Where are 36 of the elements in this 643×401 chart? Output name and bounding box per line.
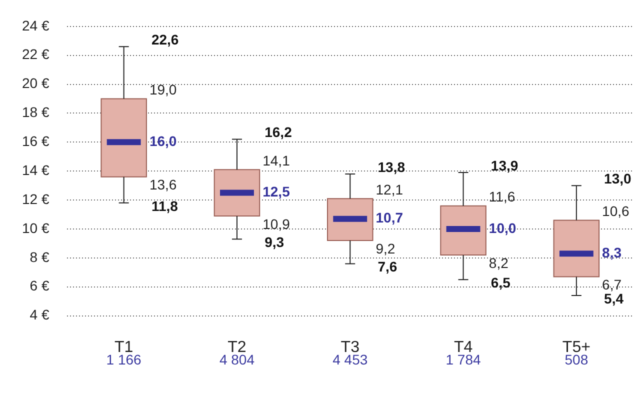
- annotation: 6,5: [490, 274, 511, 290]
- y-tick-label: 16 €: [22, 133, 50, 150]
- annotation: 13,6: [149, 176, 177, 193]
- annotation: 12,5: [262, 184, 290, 200]
- annotation: 19,0: [149, 82, 177, 98]
- annotation: 8,2: [488, 254, 509, 271]
- annotation: 10,0: [488, 220, 516, 236]
- annotation: 13,8: [378, 158, 406, 175]
- annotation: 14,1: [262, 152, 290, 169]
- annotation: 9,2: [376, 240, 396, 256]
- y-tick-label: 14 €: [22, 162, 50, 178]
- annotation: 16,0: [149, 133, 177, 150]
- annotation: 12,1: [376, 181, 404, 198]
- y-tick-label: 10 €: [22, 220, 50, 236]
- annotation: 10,9: [262, 216, 290, 232]
- y-tick-label: 22 €: [22, 46, 50, 62]
- annotation: 6,7: [602, 276, 622, 293]
- y-tick-label: 20 €: [22, 75, 50, 92]
- annotation: 13,0: [604, 170, 632, 186]
- annotation: 10,7: [376, 210, 404, 226]
- annotation: 22,6: [151, 32, 179, 48]
- annotation: 9,3: [264, 234, 284, 250]
- annotation: 13,9: [490, 157, 518, 174]
- annotation: 7,6: [378, 258, 398, 275]
- annotation: 8,3: [602, 244, 622, 260]
- annotation: 10,6: [602, 203, 630, 220]
- y-tick-label: 6 €: [30, 278, 50, 294]
- y-tick-label: 12 €: [22, 190, 50, 207]
- annotation: 11,6: [488, 188, 516, 205]
- annotation: 11,8: [151, 198, 178, 214]
- y-tick-label: 24 €: [22, 17, 50, 34]
- y-tick-label: 4 €: [30, 306, 50, 323]
- annotation: 16,2: [264, 124, 292, 140]
- y-tick-label: 18 €: [22, 104, 50, 120]
- y-tick-label: 8 €: [30, 248, 50, 265]
- annotation: 5,4: [604, 290, 624, 306]
